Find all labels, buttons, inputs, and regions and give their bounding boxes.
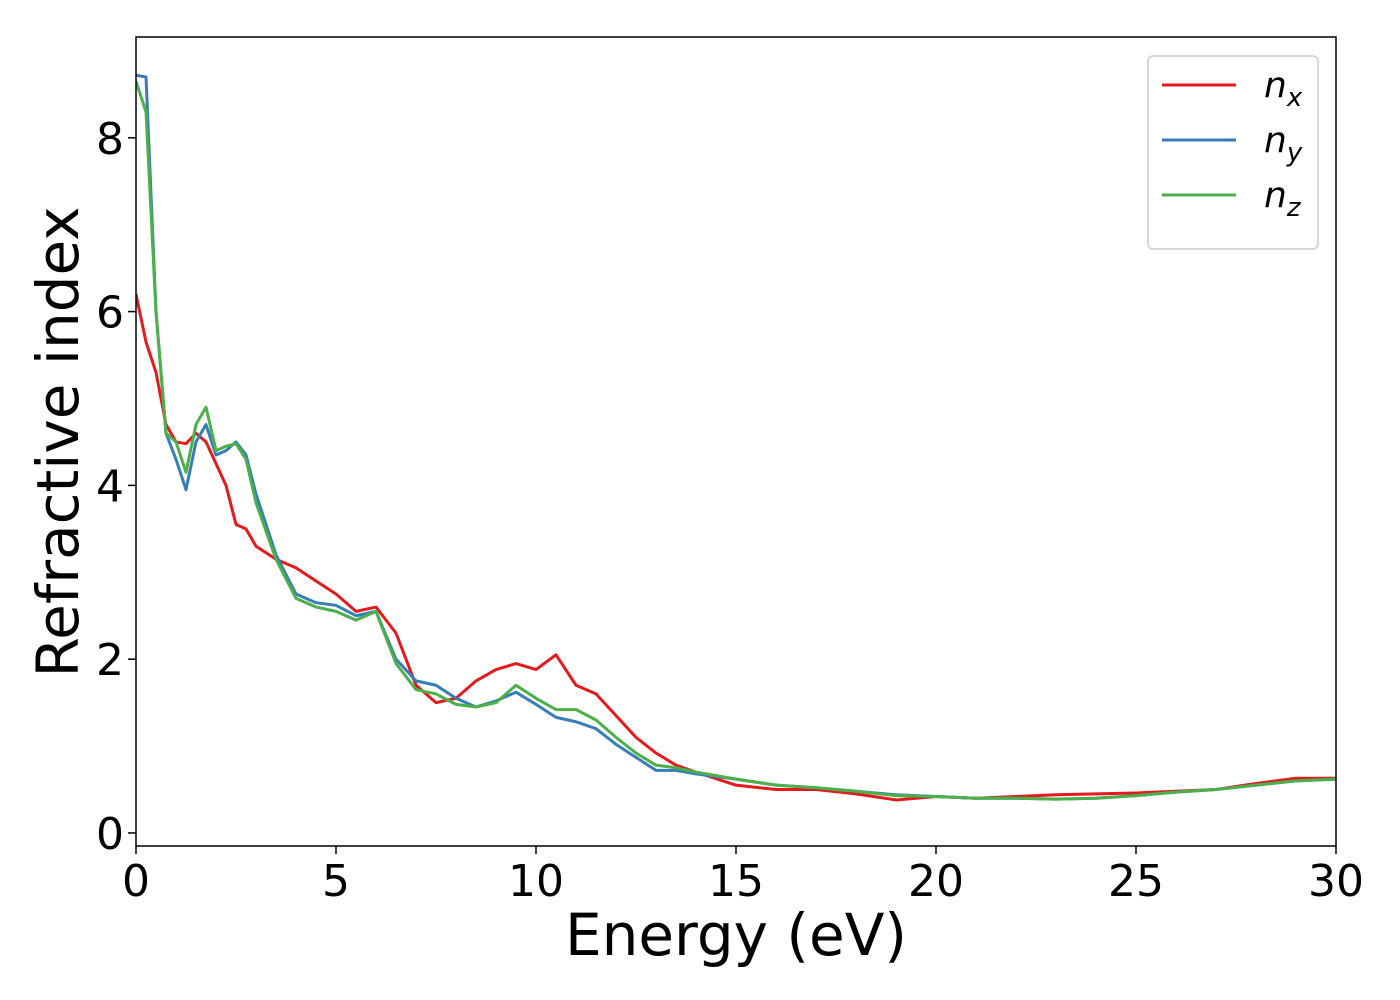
y-axis-label: Refractive index [24, 206, 92, 677]
x-tick-label: 20 [908, 856, 964, 907]
x-tick-label: 25 [1108, 856, 1164, 907]
y-tick-label: 8 [96, 114, 124, 165]
series-line [136, 293, 1336, 802]
x-tick-label: 10 [508, 856, 564, 907]
y-tick-label: 2 [96, 635, 124, 686]
legend-label: nx [1264, 65, 1303, 113]
x-axis-label: Energy (eV) [565, 901, 907, 969]
y-tick-label: 0 [96, 809, 124, 860]
series-line [136, 80, 1336, 801]
y-tick-label: 6 [96, 288, 124, 339]
legend-label: nz [1264, 175, 1302, 223]
plot-frame [135, 36, 1337, 847]
x-tick-label: 15 [708, 856, 764, 907]
legend-box [1147, 55, 1319, 250]
legend-label: ny [1264, 120, 1303, 168]
x-tick-label: 5 [322, 856, 350, 907]
x-tick-label: 0 [122, 856, 150, 907]
x-tick-label: 30 [1308, 856, 1364, 907]
y-tick-label: 4 [96, 461, 124, 512]
